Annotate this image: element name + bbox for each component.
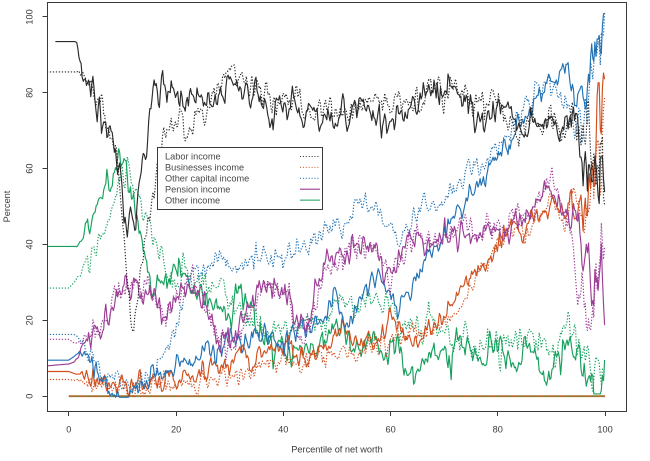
svg-text:0: 0	[66, 425, 71, 435]
svg-text:Other income: Other income	[165, 195, 220, 205]
svg-text:Businesses income: Businesses income	[165, 163, 244, 173]
svg-text:100: 100	[25, 9, 35, 24]
svg-text:40: 40	[278, 425, 288, 435]
svg-text:Percentile of net worth: Percentile of net worth	[291, 445, 382, 455]
svg-text:Percent: Percent	[2, 190, 12, 222]
svg-text:Other capital income: Other capital income	[165, 174, 249, 184]
svg-text:60: 60	[385, 425, 395, 435]
svg-text:20: 20	[171, 425, 181, 435]
svg-text:80: 80	[493, 425, 503, 435]
svg-text:0: 0	[25, 394, 35, 399]
svg-text:80: 80	[25, 88, 35, 98]
svg-text:Labor income: Labor income	[165, 152, 221, 162]
svg-text:40: 40	[25, 239, 35, 249]
svg-text:Pension income: Pension income	[165, 184, 230, 194]
svg-text:60: 60	[25, 163, 35, 173]
svg-text:100: 100	[597, 425, 612, 435]
svg-text:20: 20	[25, 315, 35, 325]
